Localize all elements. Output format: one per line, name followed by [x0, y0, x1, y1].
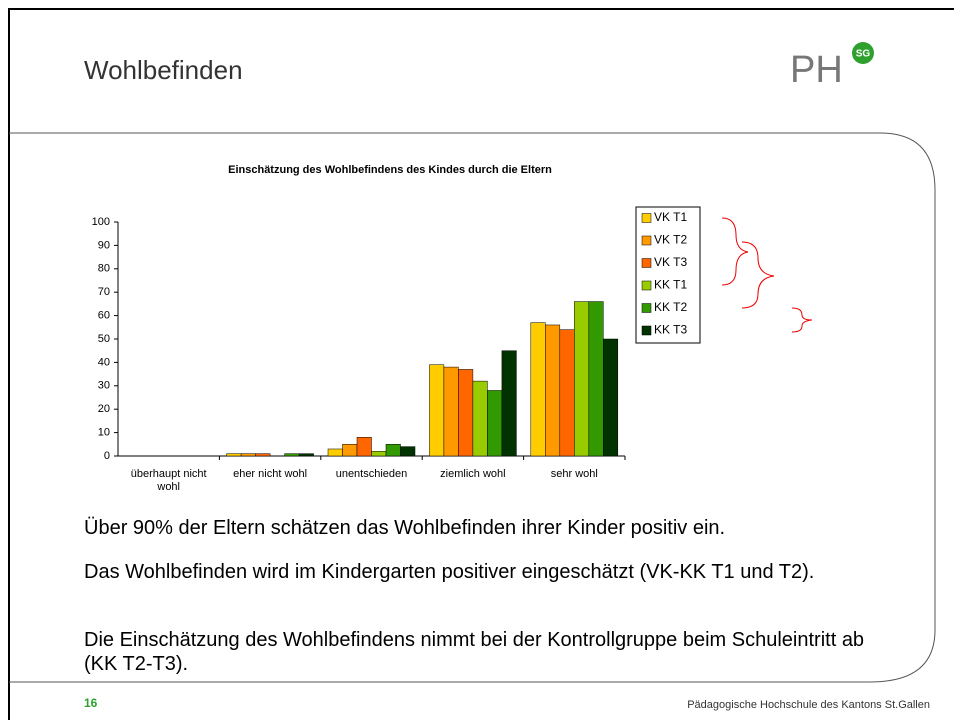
legend-label: VK T3: [654, 255, 687, 269]
legend-swatch: [641, 325, 652, 336]
bar: [385, 444, 401, 457]
legend-swatch: [641, 280, 652, 291]
bar: [240, 453, 256, 457]
legend-label: KK T2: [654, 300, 687, 314]
brace: [721, 217, 749, 286]
legend-label: KK T3: [654, 323, 687, 337]
y-tick-label: 50: [98, 333, 110, 345]
y-tick-label: 100: [92, 216, 110, 228]
bar: [342, 444, 358, 457]
bar: [588, 301, 604, 457]
y-tick-label: 0: [104, 450, 110, 462]
frame: [8, 8, 954, 720]
content-frame: [9, 132, 936, 683]
logo-badge-circle: [852, 42, 874, 64]
bar: [559, 329, 575, 457]
legend-swatch: [641, 213, 652, 223]
bar: [603, 338, 619, 457]
brace: [741, 241, 775, 309]
bar: [226, 453, 242, 457]
bar: [545, 324, 561, 457]
chart-title: Einschätzung des Wohlbefindens des Kinde…: [228, 164, 552, 176]
bar: [458, 369, 474, 457]
bar: [487, 390, 503, 457]
bar: [255, 453, 271, 457]
page-number: 16: [84, 696, 98, 710]
legend-label: KK T1: [654, 278, 687, 292]
legend-label: VK T2: [654, 233, 687, 247]
bullet: Das Wohlbefinden wird im Kindergarten po…: [84, 561, 815, 583]
bullet: Die Einschätzung des Wohlbefindens nimmt…: [84, 629, 865, 675]
bar: [298, 453, 314, 457]
bar: [574, 301, 590, 457]
legend-swatch: [641, 303, 652, 313]
legend-swatch: [641, 235, 652, 246]
bar: [429, 364, 445, 457]
bar: [400, 446, 416, 457]
y-tick-label: 40: [98, 356, 110, 368]
bar: [443, 366, 459, 457]
slide-title: Wohlbefinden: [84, 55, 243, 85]
x-tick-label: sehr wohl: [550, 468, 598, 480]
bar: [356, 437, 372, 457]
y-tick-label: 20: [98, 403, 110, 415]
bar: [371, 451, 387, 457]
x-tick-label: ziemlich wohl: [440, 468, 506, 480]
legend-swatch: [641, 258, 652, 268]
y-tick-label: 10: [98, 427, 110, 439]
bar: [327, 448, 343, 457]
legend-box: [635, 206, 701, 344]
x-tick-label: überhaupt nicht wohl: [130, 468, 207, 493]
bar: [284, 453, 300, 457]
footer: Pädagogische Hochschule des Kantons St.G…: [687, 699, 930, 711]
y-tick-label: 90: [98, 239, 110, 251]
y-tick-label: 70: [98, 286, 110, 298]
bar: [530, 322, 546, 457]
bullet: Über 90% der Eltern schätzen das Wohlbef…: [84, 517, 726, 539]
legend-label: VK T1: [654, 210, 687, 224]
y-tick-label: 80: [98, 263, 110, 275]
x-tick-label: unentschieden: [335, 468, 408, 480]
logo-badge: SG: [856, 49, 871, 60]
brace: [791, 307, 813, 333]
logo: PH: [790, 49, 843, 91]
x-tick-label: eher nicht wohl: [233, 468, 308, 480]
bar: [501, 350, 517, 457]
bar: [472, 380, 488, 457]
y-tick-label: 30: [98, 380, 110, 392]
y-tick-label: 60: [98, 310, 110, 322]
